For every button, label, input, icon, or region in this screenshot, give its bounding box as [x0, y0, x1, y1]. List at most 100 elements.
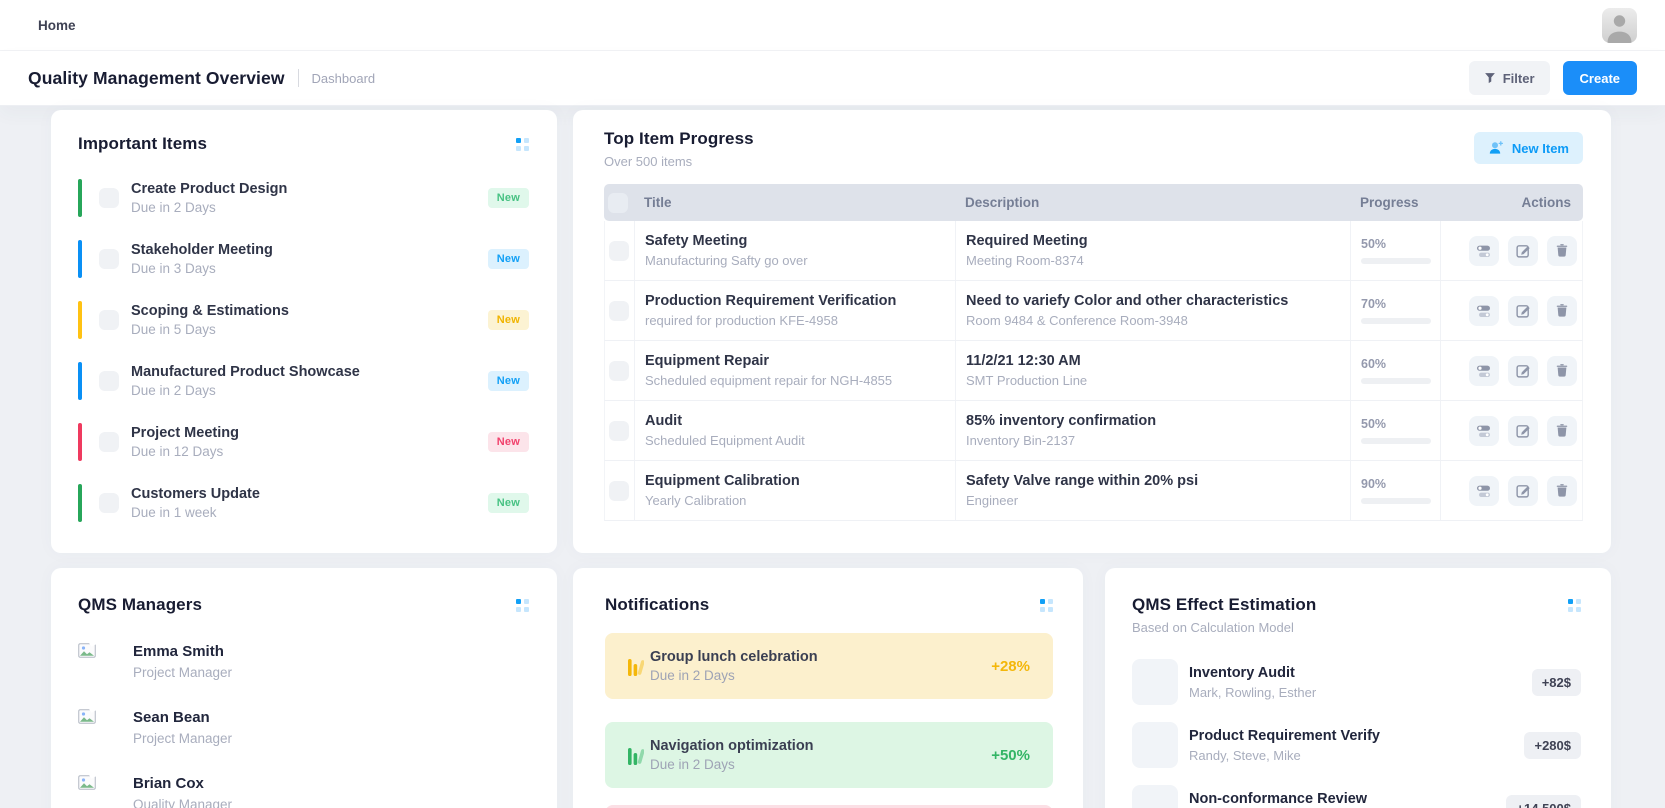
row-description-sub: Room 9484 & Conference Room-3948	[966, 313, 1188, 328]
priority-bar	[78, 422, 82, 461]
notification-card[interactable]: Group lunch celebration Due in 2 Days +2…	[605, 633, 1053, 699]
filter-button[interactable]: Filter	[1468, 61, 1550, 95]
edit-button[interactable]	[1508, 235, 1538, 266]
trash-icon	[1556, 244, 1568, 257]
effect-item-title: Non-conformance Review	[1189, 790, 1368, 807]
bars-chart-icon	[628, 748, 644, 765]
member-role: Project Manager	[133, 665, 233, 680]
notifications-panel: Notifications Group lunch celebration Du…	[573, 568, 1083, 808]
edit-button[interactable]	[1508, 475, 1538, 506]
row-title: Equipment Calibration	[645, 473, 800, 489]
item-checkbox[interactable]	[99, 370, 119, 391]
toggles-icon	[1477, 245, 1490, 257]
list-item: Project Meeting Due in 12 Days New	[78, 411, 529, 472]
trash-icon	[1556, 424, 1568, 437]
notification-title: Navigation optimization	[650, 738, 814, 754]
row-description: Safety Valve range within 20% psi	[966, 473, 1199, 489]
table-panel-title: Top Item Progress	[604, 129, 754, 148]
list-item: Customers Update Due in 1 week New	[78, 472, 529, 533]
notification-card[interactable]: Navigation optimization Due in 2 Days +5…	[605, 722, 1053, 788]
priority-bar	[78, 300, 82, 339]
nav-home-link[interactable]: Home	[38, 17, 76, 33]
filter-funnel-icon	[1484, 73, 1495, 84]
item-title: Create Product Design	[131, 180, 288, 197]
item-title: Manufactured Product Showcase	[131, 363, 360, 380]
edit-pencil-icon	[1515, 365, 1530, 378]
list-item: Emma Smith Project Manager	[78, 641, 529, 691]
row-description: 11/2/21 12:30 AM	[966, 353, 1081, 369]
drag-handle-icon[interactable]	[1040, 599, 1053, 612]
qms-managers-title: QMS Managers	[78, 595, 203, 614]
notification-due: Due in 2 Days	[650, 757, 735, 772]
items-table: Title Description Progress Actions Safet…	[604, 184, 1583, 521]
delete-button[interactable]	[1547, 475, 1577, 506]
item-title: Stakeholder Meeting	[131, 241, 273, 258]
list-item: Product Requirement Verify Randy, Steve,…	[1132, 721, 1581, 769]
create-button[interactable]: Create	[1562, 61, 1637, 95]
person-plus-icon	[1489, 141, 1503, 154]
settings-toggles-button[interactable]	[1469, 295, 1499, 326]
row-title: Equipment Repair	[645, 353, 770, 369]
list-item: Create Product Design Due in 2 Days New	[78, 167, 529, 228]
settings-toggles-button[interactable]	[1469, 355, 1499, 386]
progress-percent: 60%	[1361, 357, 1387, 371]
edit-button[interactable]	[1508, 415, 1538, 446]
member-name: Sean Bean	[133, 709, 210, 726]
page-title: Quality Management Overview	[28, 67, 285, 88]
status-badge: New	[487, 370, 529, 391]
column-header-description: Description	[965, 195, 1040, 210]
column-header-progress: Progress	[1360, 195, 1419, 210]
item-thumbnail-placeholder	[1132, 785, 1178, 808]
drag-handle-icon[interactable]	[516, 138, 529, 151]
drag-handle-icon[interactable]	[1568, 599, 1581, 612]
item-checkbox[interactable]	[99, 492, 119, 513]
progress-percent: 50%	[1361, 417, 1387, 431]
broken-image-icon	[78, 709, 96, 724]
list-item: Manufactured Product Showcase Due in 2 D…	[78, 350, 529, 411]
drag-handle-icon[interactable]	[516, 599, 529, 612]
column-header-actions: Actions	[1521, 195, 1571, 210]
settings-toggles-button[interactable]	[1469, 235, 1499, 266]
row-checkbox[interactable]	[609, 360, 629, 381]
delete-button[interactable]	[1547, 295, 1577, 326]
row-checkbox[interactable]	[609, 480, 629, 501]
delete-button[interactable]	[1547, 415, 1577, 446]
notification-delta: +50%	[991, 746, 1030, 764]
qms-effect-panel: QMS Effect Estimation Based on Calculati…	[1105, 568, 1611, 808]
settings-toggles-button[interactable]	[1469, 475, 1499, 506]
trash-icon	[1556, 364, 1568, 377]
edit-button[interactable]	[1508, 295, 1538, 326]
status-badge: New	[487, 492, 529, 513]
item-due: Due in 12 Days	[131, 443, 224, 459]
edit-pencil-icon	[1515, 245, 1530, 258]
delete-button[interactable]	[1547, 355, 1577, 386]
row-description-sub: Inventory Bin-2137	[966, 433, 1076, 448]
user-avatar[interactable]	[1602, 8, 1637, 43]
item-checkbox[interactable]	[99, 309, 119, 330]
amount-badge: +14,500$	[1506, 794, 1581, 808]
table-row: Equipment Calibration Yearly Calibration…	[604, 461, 1583, 521]
item-checkbox[interactable]	[99, 248, 119, 269]
row-checkbox[interactable]	[609, 420, 629, 441]
amount-badge: +82$	[1531, 668, 1581, 696]
progress-bar	[1361, 438, 1431, 444]
row-description: Required Meeting	[966, 233, 1088, 249]
item-due: Due in 5 Days	[131, 321, 216, 337]
item-checkbox[interactable]	[99, 431, 119, 452]
select-all-checkbox[interactable]	[608, 192, 628, 213]
delete-button[interactable]	[1547, 235, 1577, 266]
notification-delta: +28%	[991, 657, 1030, 675]
edit-pencil-icon	[1515, 425, 1530, 438]
important-items-panel: Important Items Create Product Design Du…	[51, 110, 557, 553]
breadcrumb[interactable]: Dashboard	[311, 70, 376, 86]
item-checkbox[interactable]	[99, 187, 119, 208]
table-panel-subtitle: Over 500 items	[604, 154, 693, 169]
row-checkbox[interactable]	[609, 300, 629, 321]
row-checkbox[interactable]	[609, 240, 629, 261]
row-title: Audit	[645, 413, 683, 429]
member-role: Project Manager	[133, 731, 233, 746]
new-item-button[interactable]: New Item	[1473, 132, 1583, 164]
edit-button[interactable]	[1508, 355, 1538, 386]
settings-toggles-button[interactable]	[1469, 415, 1499, 446]
notification-card-partial[interactable]	[605, 805, 1053, 808]
